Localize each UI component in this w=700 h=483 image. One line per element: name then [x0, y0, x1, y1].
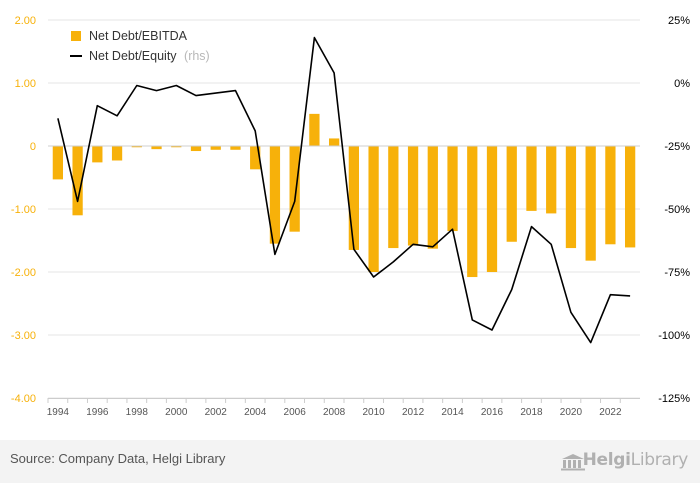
helgi-library-logo: HelgiLibrary [558, 449, 688, 473]
bar-2017 [506, 146, 517, 242]
left-tick-label: 2.00 [15, 15, 36, 27]
logo-word-helgi: Helgi [582, 450, 631, 470]
bar-2008 [329, 138, 340, 146]
line-net-debt-equity [57, 36, 631, 344]
legend-label-equity-text: Net Debt/Equity [89, 49, 177, 63]
x-tick-label: 2010 [362, 407, 385, 418]
footer: Source: Company Data, Helgi Library Helg… [0, 440, 700, 483]
line-series [57, 36, 631, 344]
bar-2020 [565, 146, 577, 249]
bar-2018 [526, 146, 537, 211]
x-tick-label: 2022 [599, 407, 622, 418]
library-building-icon [561, 454, 585, 471]
bar-2006 [289, 146, 300, 232]
bar-2003 [230, 146, 241, 150]
bar-2013 [427, 146, 438, 249]
legend-label-equity: Net Debt/Equity (rhs) [89, 49, 210, 63]
x-axis: 1994 1996 1998 2000 2002 2004 2006 2008 2010 2012… [47, 398, 640, 418]
bar-1999 [151, 146, 162, 150]
bar-1996 [92, 146, 103, 163]
x-tick-label: 2014 [441, 407, 464, 418]
right-tick-label: -125% [658, 393, 690, 405]
bar-2007 [309, 113, 320, 146]
bar-series [52, 113, 636, 278]
bar-2012 [407, 146, 419, 246]
x-tick-label: 2016 [481, 407, 504, 418]
bar-2014 [447, 146, 458, 232]
legend-bar-swatch [71, 31, 81, 41]
x-tick-label: 1996 [86, 407, 109, 418]
x-tick-label: 2002 [205, 407, 228, 418]
logo-word-library: Library [630, 450, 689, 470]
bar-2001 [190, 146, 202, 152]
x-tick-label: 2018 [520, 407, 543, 418]
bar-2005 [269, 146, 281, 244]
right-tick-label: -100% [658, 330, 690, 342]
right-tick-label: -50% [664, 204, 690, 216]
left-tick-label: -4.00 [11, 393, 36, 405]
bar-2011 [388, 146, 399, 249]
bar-2000 [171, 146, 182, 148]
bar-2015 [467, 146, 478, 278]
bar-2002 [210, 146, 221, 150]
x-tick-label: 2004 [244, 407, 267, 418]
bar-2016 [486, 146, 498, 272]
legend-label-equity-suffix: (rhs) [184, 49, 210, 63]
bar-2004 [250, 146, 261, 170]
left-axis: 2.00 1.00 0 -1.00 -2.00 -3.00 -4.00 [11, 15, 36, 405]
right-tick-label: -75% [664, 267, 690, 279]
left-tick-label: -2.00 [11, 267, 36, 279]
bar-2009 [348, 146, 359, 250]
logo-wordmark: HelgiLibrary [582, 450, 689, 470]
bar-1995 [72, 146, 83, 216]
right-tick-label: 0% [674, 78, 690, 90]
bar-2010 [368, 146, 379, 272]
right-axis: 25% 0% -25% -50% -75% -100% -125% [658, 15, 690, 405]
left-tick-label: 0 [30, 141, 36, 153]
left-tick-label: -1.00 [11, 204, 36, 216]
x-tick-label: 2020 [560, 407, 583, 418]
bar-1997 [111, 146, 123, 161]
chart: 2.00 1.00 0 -1.00 -2.00 -3.00 -4.00 25% 0% -25% -… [11, 15, 690, 418]
x-tick-label: 1998 [126, 407, 149, 418]
bar-2019 [546, 146, 557, 214]
legend-label-ebitda: Net Debt/EBITDA [89, 29, 188, 43]
bar-1998 [131, 146, 142, 148]
right-tick-label: 25% [668, 15, 690, 27]
bar-2022 [605, 146, 616, 245]
bar-2023 [625, 146, 636, 248]
x-tick-label: 1994 [47, 407, 70, 418]
x-tick-label: 2006 [284, 407, 307, 418]
bar-2021 [585, 146, 596, 261]
left-tick-label: -3.00 [11, 330, 36, 342]
x-tick-label: 2008 [323, 407, 346, 418]
source-note: Source: Company Data, Helgi Library [10, 451, 226, 466]
x-tick-label: 2000 [165, 407, 188, 418]
right-tick-label: -25% [664, 141, 690, 153]
left-tick-label: 1.00 [15, 78, 36, 90]
x-tick-label: 2012 [402, 407, 425, 418]
legend: Net Debt/EBITDA Net Debt/Equity (rhs) [70, 29, 210, 63]
bar-1994 [52, 146, 63, 180]
